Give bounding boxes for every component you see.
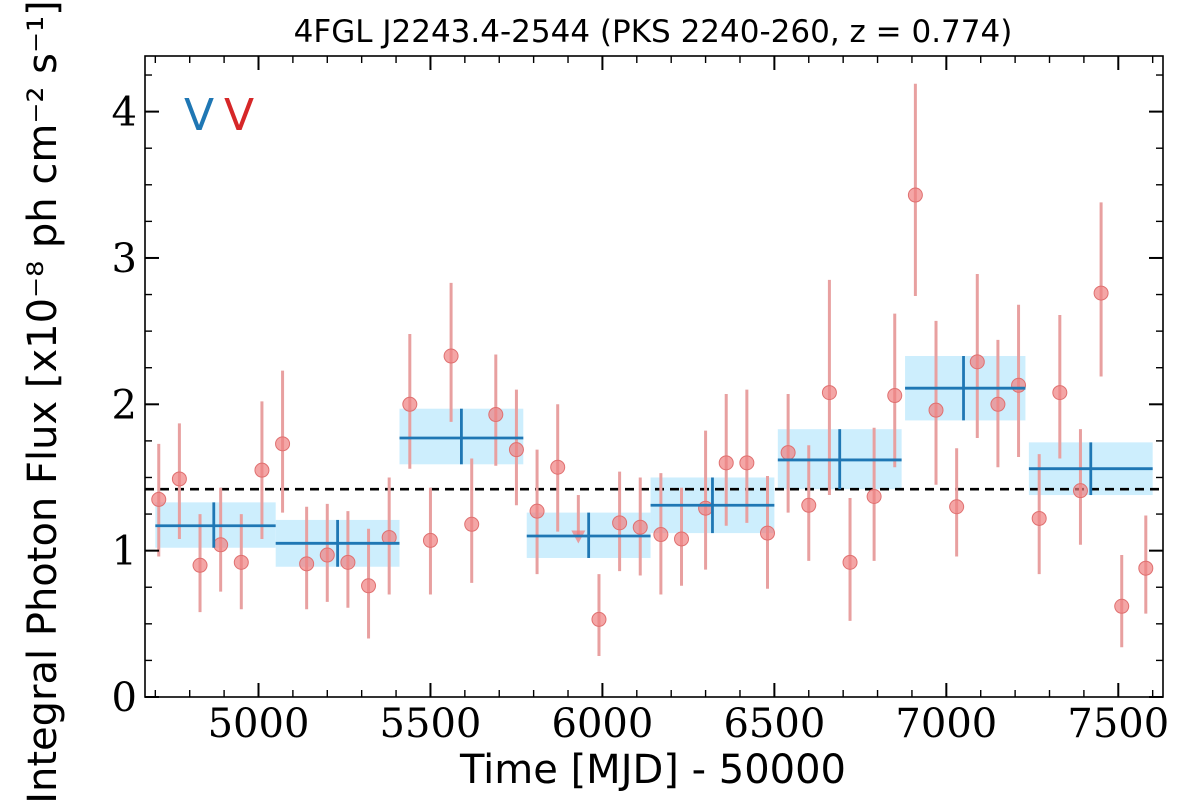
data-point xyxy=(718,455,734,471)
data-point xyxy=(780,445,796,461)
x-tick-label: 6000 xyxy=(552,701,654,747)
data-point xyxy=(254,462,270,478)
data-point xyxy=(842,554,858,570)
data-point xyxy=(949,499,965,515)
data-point xyxy=(591,611,607,627)
data-point xyxy=(739,455,755,471)
y-tick-label: 4 xyxy=(112,90,137,136)
data-point xyxy=(1114,598,1130,614)
data-point xyxy=(801,497,817,513)
y-tick-label: 0 xyxy=(112,675,137,721)
data-point xyxy=(464,516,480,532)
data-point xyxy=(866,489,882,505)
data-point xyxy=(887,388,903,404)
data-point xyxy=(213,537,229,553)
data-point xyxy=(1031,510,1047,526)
data-point xyxy=(1011,377,1027,393)
y-axis-label: Integral Photon Flux [x10⁻⁸ ph cm⁻² s⁻¹] xyxy=(20,0,66,800)
data-point xyxy=(361,578,377,594)
data-point xyxy=(529,503,545,519)
data-point xyxy=(928,402,944,418)
data-point xyxy=(759,525,775,541)
x-tick-label: 7500 xyxy=(1067,701,1169,747)
x-tick-label: 7000 xyxy=(895,701,997,747)
data-point xyxy=(319,547,335,563)
data-point xyxy=(1072,483,1088,499)
data-point xyxy=(488,407,504,423)
x-tick-label: 5500 xyxy=(380,701,482,747)
plot-frame xyxy=(144,55,1164,698)
data-point xyxy=(192,557,208,573)
data-point xyxy=(1138,560,1154,576)
data-point xyxy=(821,385,837,401)
data-point xyxy=(1052,385,1068,401)
chart-title: 4FGL J2243.4-2544 (PKS 2240-260, z = 0.7… xyxy=(294,14,1013,50)
data-point xyxy=(698,500,714,516)
data-point xyxy=(674,531,690,547)
data-point xyxy=(275,436,291,452)
y-tick-label: 2 xyxy=(112,382,137,428)
x-tick-label: 5000 xyxy=(208,701,310,747)
data-point xyxy=(550,459,566,475)
y-tick-label: 3 xyxy=(112,236,137,282)
data-point xyxy=(990,396,1006,412)
y-tick-label: 1 xyxy=(112,529,137,575)
data-point xyxy=(1093,285,1109,301)
legend-entry: V xyxy=(224,90,254,141)
x-axis-label: Time [MJD] - 50000 xyxy=(459,747,846,793)
data-point xyxy=(907,187,923,203)
data-point xyxy=(422,532,438,548)
data-point xyxy=(632,519,648,535)
data-point xyxy=(171,471,187,487)
data-point xyxy=(340,554,356,570)
data-point xyxy=(612,515,628,531)
data-point xyxy=(402,396,418,412)
data-point xyxy=(151,491,167,507)
data-point xyxy=(508,442,524,458)
legend-entry: V xyxy=(184,90,214,141)
data-point xyxy=(653,527,669,543)
data-point xyxy=(299,556,315,572)
x-tick-label: 6500 xyxy=(723,701,825,747)
data-point xyxy=(969,354,985,370)
plot-area: 5000 5500 6000 6500 7000 7500 0 1 2 3 4 V V xyxy=(112,55,1169,747)
data-point xyxy=(233,554,249,570)
data-point xyxy=(443,348,459,364)
